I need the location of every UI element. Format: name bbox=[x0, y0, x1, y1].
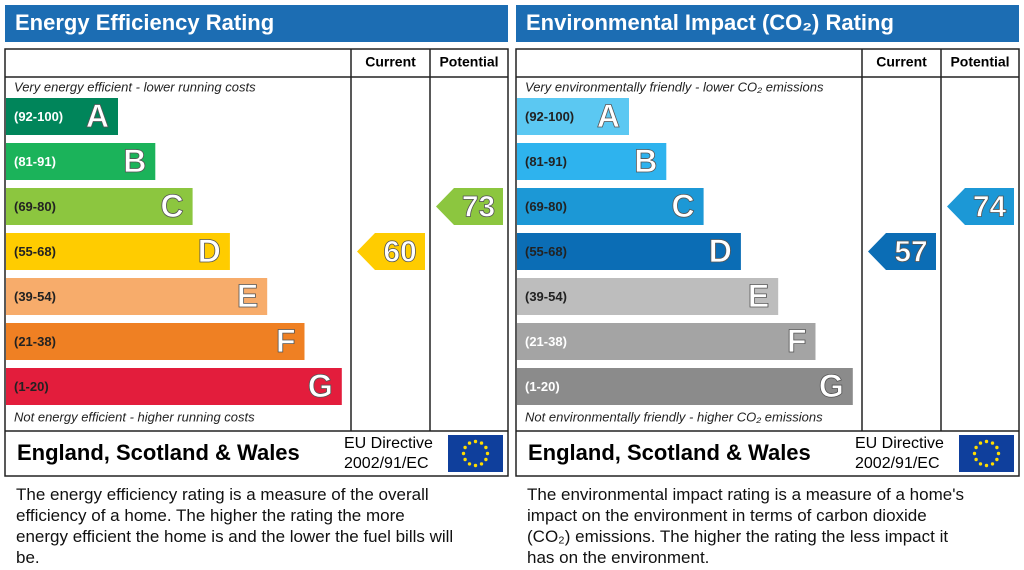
rating-arrow bbox=[357, 233, 425, 270]
band-letter: D bbox=[709, 233, 732, 269]
band-letter: E bbox=[748, 278, 769, 314]
band bbox=[517, 98, 629, 135]
eu-star bbox=[978, 462, 983, 466]
band-letter: E bbox=[237, 278, 258, 314]
band bbox=[6, 98, 118, 135]
panel-title: Energy Efficiency Rating bbox=[15, 10, 274, 35]
eu-star bbox=[473, 439, 478, 444]
eu-star bbox=[467, 441, 472, 445]
rating-arrow bbox=[947, 188, 1014, 225]
band-letter: D bbox=[198, 233, 221, 269]
title-bar bbox=[5, 5, 508, 42]
rating-arrow bbox=[436, 188, 503, 225]
eu-star bbox=[463, 457, 467, 462]
band bbox=[517, 143, 667, 180]
band bbox=[6, 278, 268, 315]
band-letter: A bbox=[597, 98, 620, 134]
rating-value: 57 bbox=[894, 235, 927, 268]
table-frame bbox=[515, 48, 1020, 477]
bottom-note: Not environmentally friendly - higher CO… bbox=[525, 409, 823, 424]
eu-star bbox=[972, 451, 977, 456]
directive: EU Directive bbox=[344, 435, 433, 452]
eu-star bbox=[978, 441, 983, 445]
band bbox=[6, 323, 305, 360]
band-letter: F bbox=[276, 323, 296, 359]
eu-star bbox=[990, 462, 995, 466]
band-range: (39-54) bbox=[14, 289, 56, 304]
rating-value: 74 bbox=[973, 190, 1007, 223]
eu-star bbox=[467, 462, 472, 466]
band-range: (92-100) bbox=[14, 109, 63, 124]
band-letter: C bbox=[160, 188, 183, 224]
band-range: (55-68) bbox=[525, 244, 567, 259]
band-letter: G bbox=[819, 368, 844, 404]
band bbox=[6, 188, 193, 225]
eu-star bbox=[484, 457, 488, 462]
region: England, Scotland & Wales bbox=[17, 440, 300, 465]
band-range: (81-91) bbox=[525, 154, 567, 169]
eu-star bbox=[479, 441, 484, 445]
eu-star bbox=[990, 441, 995, 445]
description: The environmental impact rating is a mea… bbox=[527, 485, 964, 567]
title-bar bbox=[516, 5, 1019, 42]
band-letter: A bbox=[86, 98, 109, 134]
eu-star bbox=[996, 451, 1001, 456]
directive-code: 2002/91/EC bbox=[344, 455, 429, 472]
eu-star bbox=[995, 445, 999, 450]
eu-star bbox=[984, 439, 989, 444]
region: England, Scotland & Wales bbox=[528, 440, 811, 465]
band bbox=[517, 233, 741, 270]
band bbox=[517, 278, 779, 315]
band bbox=[517, 323, 816, 360]
band-letter: G bbox=[308, 368, 333, 404]
column-header: Current bbox=[876, 54, 927, 70]
eu-star bbox=[995, 457, 999, 462]
band-range: (21-38) bbox=[14, 334, 56, 349]
band-range: (1-20) bbox=[14, 379, 49, 394]
column-header: Potential bbox=[439, 54, 498, 70]
bottom-note: Not energy efficient - higher running co… bbox=[14, 409, 255, 424]
band-range: (92-100) bbox=[525, 109, 574, 124]
band-range: (55-68) bbox=[14, 244, 56, 259]
rating-value: 60 bbox=[383, 235, 416, 268]
band bbox=[6, 143, 156, 180]
band bbox=[6, 368, 342, 405]
rating-arrow bbox=[868, 233, 936, 270]
band-range: (21-38) bbox=[525, 334, 567, 349]
eu-star bbox=[473, 463, 478, 468]
band-range: (81-91) bbox=[14, 154, 56, 169]
eu-star bbox=[974, 445, 978, 450]
band-range: (39-54) bbox=[525, 289, 567, 304]
top-note: Very energy efficient - lower running co… bbox=[14, 79, 256, 94]
band bbox=[517, 188, 704, 225]
eu-star bbox=[484, 445, 488, 450]
eu-star bbox=[479, 462, 484, 466]
band bbox=[6, 233, 230, 270]
band-letter: C bbox=[671, 188, 694, 224]
directive: EU Directive bbox=[855, 435, 944, 452]
band-letter: F bbox=[787, 323, 807, 359]
eu-star bbox=[974, 457, 978, 462]
eu-star bbox=[463, 445, 467, 450]
top-note: Very environmentally friendly - lower CO… bbox=[525, 79, 824, 94]
column-header: Potential bbox=[950, 54, 1009, 70]
panel-title: Environmental Impact (CO₂) Rating bbox=[526, 10, 894, 35]
band-range: (69-80) bbox=[14, 199, 56, 214]
description: The energy efficiency rating is a measur… bbox=[16, 485, 454, 567]
eu-star bbox=[984, 463, 989, 468]
band-range: (69-80) bbox=[525, 199, 567, 214]
band-letter: B bbox=[634, 143, 657, 179]
directive-code: 2002/91/EC bbox=[855, 455, 940, 472]
band bbox=[517, 368, 853, 405]
band-letter: B bbox=[123, 143, 146, 179]
column-header: Current bbox=[365, 54, 416, 70]
eu-star bbox=[461, 451, 466, 456]
band-range: (1-20) bbox=[525, 379, 560, 394]
eu-star bbox=[485, 451, 490, 456]
table-frame bbox=[4, 48, 509, 477]
rating-value: 73 bbox=[462, 190, 495, 223]
